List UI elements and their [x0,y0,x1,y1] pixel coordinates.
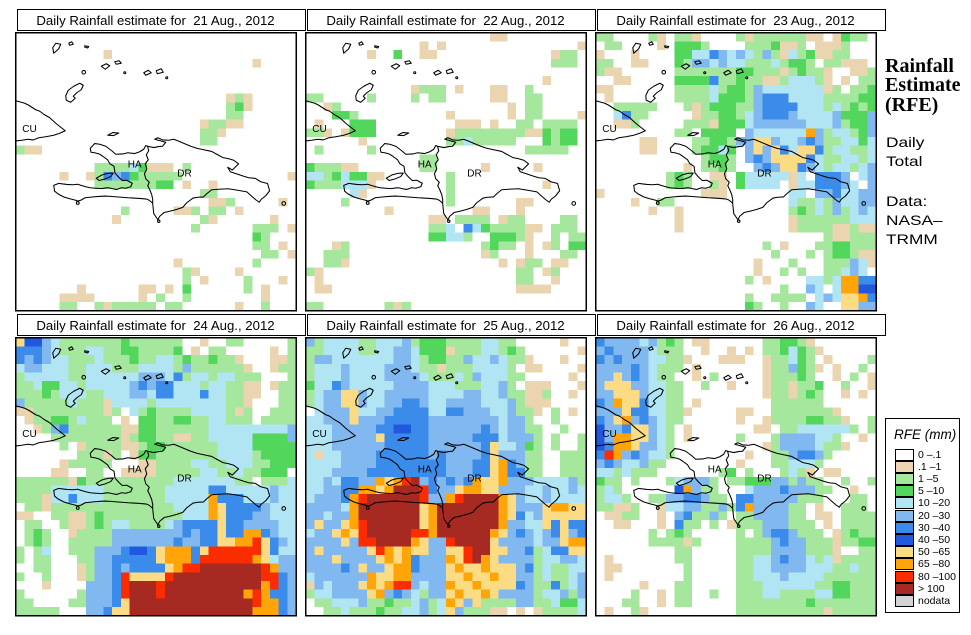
svg-text:HA: HA [418,159,432,170]
svg-text:CU: CU [22,124,36,135]
svg-text:DR: DR [467,168,481,179]
svg-text:DR: DR [177,168,191,179]
svg-text:DR: DR [757,168,771,179]
svg-text:CU: CU [602,429,616,440]
svg-text:HA: HA [128,159,142,170]
svg-text:DR: DR [177,473,191,484]
svg-text:CU: CU [312,429,326,440]
svg-text:DR: DR [467,473,481,484]
svg-text:HA: HA [418,464,432,475]
svg-text:CU: CU [312,124,326,135]
svg-text:CU: CU [22,429,36,440]
svg-text:HA: HA [128,464,142,475]
svg-text:DR: DR [757,473,771,484]
svg-text:HA: HA [708,159,722,170]
svg-text:CU: CU [602,124,616,135]
svg-text:HA: HA [708,464,722,475]
